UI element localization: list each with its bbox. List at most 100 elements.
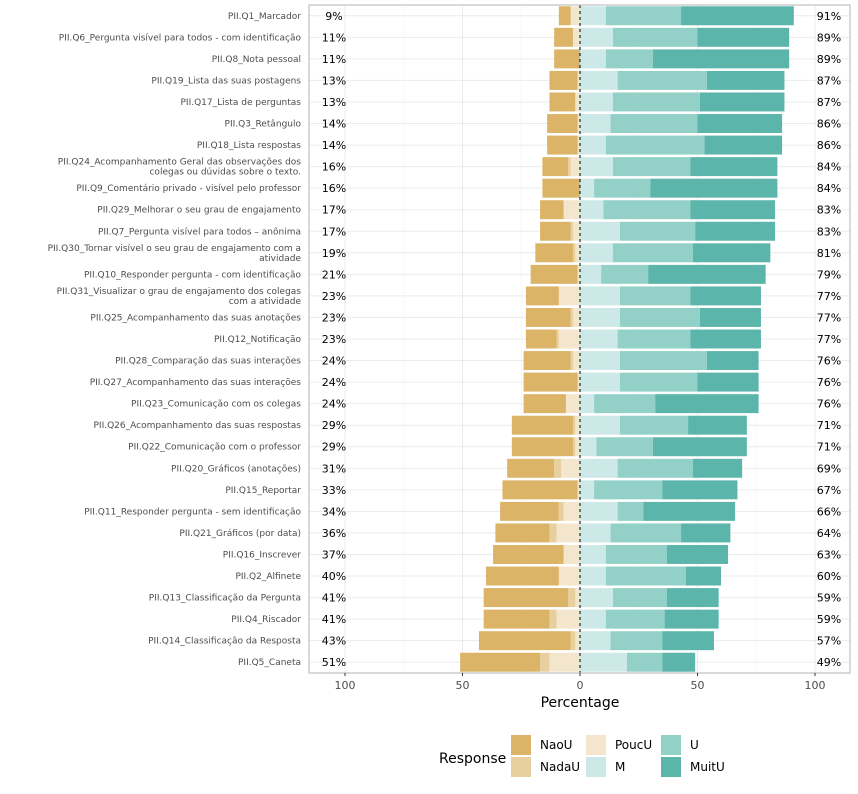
bar-u	[619, 221, 696, 241]
bar-naou	[483, 588, 569, 608]
bar-u	[617, 70, 707, 90]
bar-naou	[540, 200, 564, 220]
bar-poucu	[558, 566, 580, 586]
bar-nadau	[570, 307, 573, 327]
bar-naou	[530, 264, 578, 284]
bar-m	[580, 588, 613, 608]
neg-percent-label: 11%	[322, 53, 346, 66]
pos-percent-label: 83%	[817, 225, 841, 238]
bar-naou	[523, 394, 566, 414]
bar-naou	[495, 523, 550, 543]
bar-m	[580, 307, 620, 327]
neg-percent-label: 29%	[322, 419, 346, 432]
neg-percent-label: 9%	[325, 10, 342, 23]
bar-u	[594, 480, 663, 500]
legend-swatch-naou	[511, 735, 531, 755]
row-label: PII.Q22_Comunicação com o professor	[128, 443, 301, 453]
neg-percent-label: 23%	[322, 311, 346, 324]
bar-m	[580, 114, 611, 133]
bar-naou	[478, 631, 571, 651]
bar-naou	[554, 49, 580, 69]
row-label: PII.Q21_Gráficos (por data)	[179, 529, 301, 539]
pos-percent-label: 77%	[817, 333, 841, 346]
bar-naou	[547, 114, 578, 133]
bar-naou	[507, 458, 555, 478]
bar-u	[619, 307, 700, 327]
row-label: PII.Q11_Responder pergunta - sem identif…	[84, 507, 301, 517]
bar-m	[580, 566, 606, 586]
neg-percent-label: 14%	[322, 118, 346, 131]
pos-percent-label: 71%	[817, 441, 841, 454]
pos-percent-label: 91%	[817, 10, 841, 23]
legend-label-poucu: PoucU	[615, 738, 652, 752]
bar-naou	[500, 501, 559, 521]
legend-swatch-muitu	[661, 757, 681, 777]
bar-muitu	[706, 351, 759, 371]
row-label: PII.Q31_Visualizar o grau de engajamento…	[57, 287, 302, 307]
pos-percent-label: 86%	[817, 118, 841, 131]
row-label: PII.Q4_Riscador	[231, 615, 301, 625]
bar-muitu	[666, 545, 729, 564]
bar-muitu	[690, 157, 778, 177]
row-label: PII.Q13_Classificação da Pergunta	[149, 594, 301, 604]
pos-percent-label: 59%	[817, 613, 841, 626]
row-label: PII.Q18_Lista respostas	[197, 141, 301, 151]
bar-m	[580, 286, 620, 306]
row-label: PII.Q24_Acompanhamento Geral das observa…	[58, 158, 302, 178]
neg-percent-label: 13%	[322, 74, 346, 87]
bar-m	[580, 27, 613, 47]
bar-muitu	[692, 458, 743, 478]
row-label: PII.Q20_Gráficos (anotações)	[171, 464, 301, 474]
bar-naou	[525, 307, 571, 327]
bar-muitu	[690, 200, 776, 220]
bar-u	[610, 114, 698, 133]
neg-percent-label: 13%	[322, 96, 346, 109]
row-label: PII.Q19_Lista das suas postagens	[151, 76, 301, 86]
bar-u	[605, 609, 665, 629]
bar-m	[580, 70, 618, 90]
bar-u	[603, 200, 691, 220]
neg-percent-label: 24%	[322, 355, 346, 368]
bar-muitu	[697, 372, 759, 392]
bar-poucu	[565, 394, 580, 414]
bar-u	[619, 286, 691, 306]
bar-u	[610, 631, 663, 651]
pos-percent-label: 64%	[817, 527, 841, 540]
bar-naou	[523, 351, 571, 371]
neg-percent-label: 29%	[322, 441, 346, 454]
bar-u	[605, 135, 705, 155]
row-label: PII.Q5_Caneta	[238, 658, 301, 668]
pos-percent-label: 77%	[817, 290, 841, 303]
bar-muitu	[681, 523, 731, 543]
bar-muitu	[655, 394, 759, 414]
neg-percent-label: 43%	[322, 635, 346, 648]
bar-m	[580, 49, 606, 69]
bar-nadau	[556, 329, 559, 349]
pos-percent-label: 67%	[817, 484, 841, 497]
pos-percent-label: 49%	[817, 656, 841, 669]
bar-u	[596, 437, 653, 457]
bar-naou	[511, 437, 573, 457]
bar-u	[627, 652, 663, 672]
bar-muitu	[697, 27, 790, 47]
bar-m	[580, 221, 620, 241]
bar-poucu	[570, 157, 580, 177]
bar-m	[580, 200, 604, 220]
pos-percent-label: 76%	[817, 398, 841, 411]
bar-muitu	[695, 221, 776, 241]
bar-naou	[511, 415, 573, 435]
bar-m	[580, 157, 613, 177]
neg-percent-label: 19%	[322, 247, 346, 260]
neg-percent-label: 24%	[322, 376, 346, 389]
bar-m	[580, 545, 606, 564]
bar-muitu	[692, 243, 771, 263]
x-tick-label: 50	[456, 679, 470, 692]
bar-naou	[535, 243, 573, 263]
bar-naou	[542, 178, 580, 198]
bar-u	[601, 264, 649, 284]
row-label: PII.Q30_Tornar visível o seu grau de eng…	[48, 244, 302, 264]
neg-percent-label: 17%	[322, 204, 346, 217]
neg-percent-label: 51%	[322, 656, 346, 669]
x-tick-label: 50	[691, 679, 705, 692]
row-label: PII.Q6_Pergunta visível para todos - com…	[59, 33, 302, 43]
